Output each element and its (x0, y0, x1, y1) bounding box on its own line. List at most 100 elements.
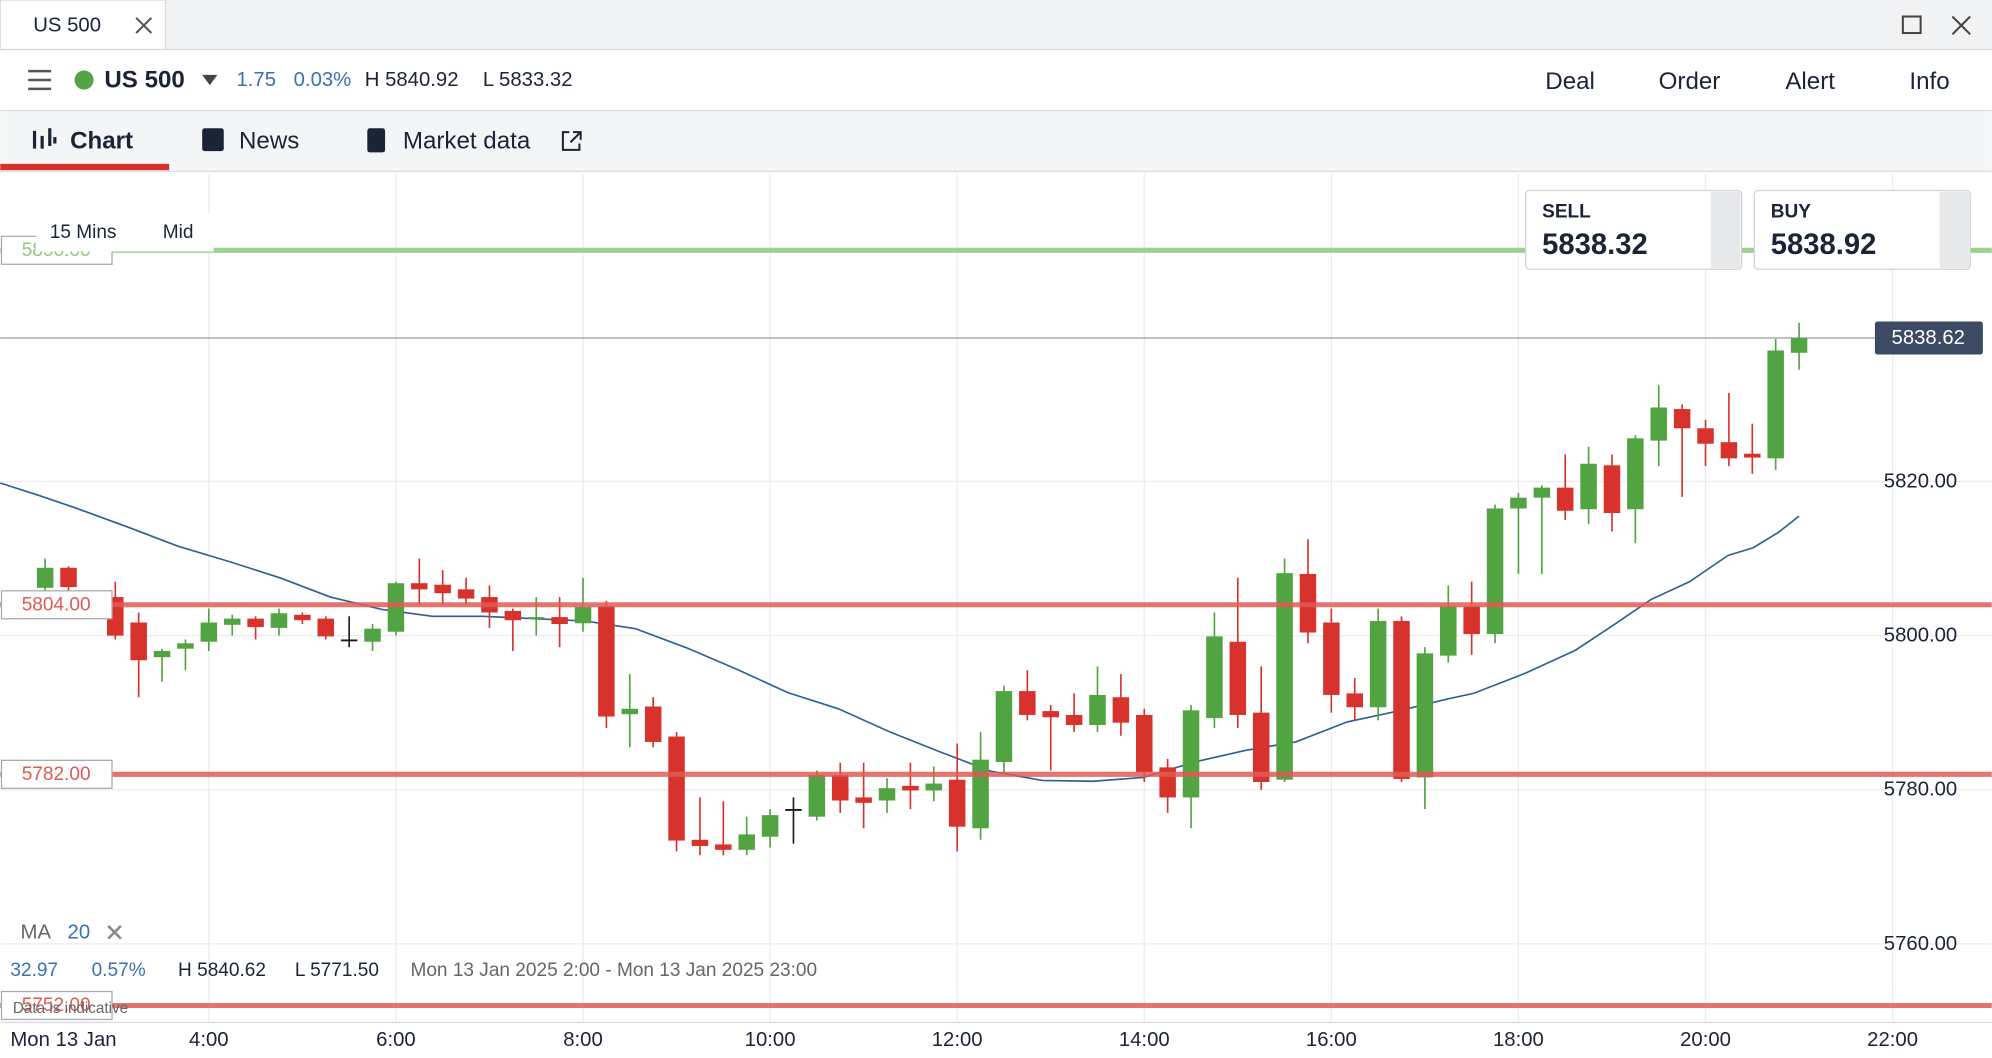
candle-body (855, 797, 872, 803)
action-button[interactable]: Order (1659, 68, 1721, 95)
candle-body (1744, 453, 1761, 458)
change-pct: 0.03% (294, 69, 352, 91)
candle-body (527, 617, 545, 620)
candle-body (387, 583, 405, 632)
change: 1.75 (236, 69, 276, 91)
candle-body (1042, 711, 1059, 718)
candle-body (1463, 606, 1480, 635)
candle-body (644, 706, 662, 742)
x-tick-label: 6:00 (376, 1029, 416, 1051)
action-button[interactable]: Info (1909, 68, 1949, 95)
buy-button[interactable] (1753, 189, 1971, 270)
sell-button-edge (1711, 191, 1741, 268)
x-tick-label: 12:00 (932, 1029, 983, 1051)
action-button[interactable]: Deal (1545, 68, 1595, 95)
candle-body (972, 759, 989, 829)
interval[interactable]: 15 Mins (50, 222, 117, 243)
candle-body (1650, 407, 1668, 441)
instrument-name[interactable]: US 500 (104, 67, 184, 94)
candle-body (878, 788, 896, 801)
candle-body (1393, 620, 1410, 779)
x-tick-label: 20:00 (1680, 1029, 1731, 1051)
x-tick-label: 16:00 (1306, 1029, 1357, 1051)
sell-button[interactable] (1525, 189, 1743, 270)
candle-body (1556, 487, 1574, 511)
level-label-box (0, 990, 113, 1021)
tab-market-data[interactable]: Market data (403, 127, 531, 154)
dropdown-caret[interactable] (202, 74, 218, 86)
footer-high: H 5840.62 (178, 960, 266, 981)
level-label-box (0, 590, 113, 620)
close-icon[interactable] (135, 17, 153, 34)
remove-indicator[interactable] (107, 925, 122, 940)
candle-body (36, 567, 54, 588)
candle-body (761, 815, 779, 837)
last-price-label: 5838.62 (1892, 327, 1965, 349)
candle-body (1112, 697, 1130, 723)
x-tick-label: 10:00 (745, 1029, 796, 1051)
footer-range: Mon 13 Jan 2025 2:00 - Mon 13 Jan 2025 2… (410, 960, 817, 981)
candle-body (153, 651, 171, 658)
active-tab-indicator (0, 163, 170, 171)
candle-body (1767, 350, 1784, 459)
candle-body (1580, 463, 1597, 510)
candle-body (831, 775, 849, 801)
footer-change-pct: 0.57% (92, 960, 146, 981)
candle-body (1697, 428, 1714, 444)
candle-body (1065, 714, 1083, 725)
price-type[interactable]: Mid (163, 222, 194, 243)
tab-title: US 500 (33, 14, 101, 36)
candle-body (808, 775, 826, 817)
candle-body (1486, 508, 1504, 635)
candle-body (738, 834, 755, 850)
candle-body (551, 617, 568, 625)
x-tick-label: 18:00 (1493, 1029, 1544, 1051)
footer-low: L 5771.50 (295, 960, 379, 981)
candle-body (1603, 465, 1621, 514)
chart-toolbar (35, 213, 214, 252)
chart: 4:00 6:00 8:00 10:00 12:00 14:00 16:00 18:00 20:… (0, 174, 1992, 1051)
candle-body (60, 567, 77, 588)
x-tick-label: 8:00 (563, 1029, 603, 1051)
candle-body (317, 618, 335, 637)
external-link-icon (561, 131, 582, 151)
candle-body (270, 613, 288, 628)
menu-icon[interactable] (28, 69, 52, 91)
candle-body (1136, 714, 1153, 772)
y-tick-label: 5760.00 (1884, 933, 1957, 955)
candle-body (925, 783, 943, 791)
candle-body (1346, 693, 1363, 708)
sell-price: 5838.32 (1542, 229, 1648, 261)
action-button[interactable]: Alert (1785, 68, 1835, 95)
tab-chart[interactable]: Chart (70, 127, 133, 154)
candle-body (621, 708, 639, 715)
candle-body (1276, 573, 1293, 780)
tab-news[interactable]: News (239, 127, 299, 154)
level-label-box (0, 759, 113, 789)
high: H 5840.92 (365, 69, 459, 91)
y-tick-label: 5780.00 (1884, 779, 1957, 801)
x-tick-label: 14:00 (1119, 1029, 1170, 1051)
title-bar (0, 0, 1992, 50)
candle-body (340, 639, 358, 642)
date-label: Mon 13 Jan (10, 1029, 116, 1051)
window-close-icon[interactable] (1951, 15, 1971, 36)
candle-body (1206, 636, 1223, 719)
low: L 5833.32 (483, 69, 573, 91)
buy-label: BUY (1771, 202, 1812, 223)
candle-body (247, 618, 264, 628)
candle-body (1019, 691, 1036, 715)
maximize-icon[interactable] (1901, 15, 1922, 35)
x-tick-label: 4:00 (189, 1029, 229, 1051)
sell-label: SELL (1542, 202, 1591, 223)
ma-period[interactable]: 20 (68, 921, 91, 943)
candle-body (995, 691, 1013, 762)
candle-body (177, 643, 194, 649)
status-dot (74, 70, 94, 90)
candle-body (223, 618, 241, 625)
candle-body (785, 808, 802, 811)
candle-body (411, 583, 428, 590)
window-tab[interactable] (0, 0, 166, 51)
candle-body (1533, 487, 1551, 498)
